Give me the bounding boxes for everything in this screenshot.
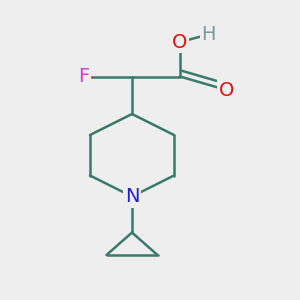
Text: F: F	[78, 67, 90, 86]
Text: N: N	[125, 187, 139, 206]
Text: O: O	[219, 80, 234, 100]
Text: O: O	[172, 32, 188, 52]
Text: H: H	[201, 25, 216, 44]
